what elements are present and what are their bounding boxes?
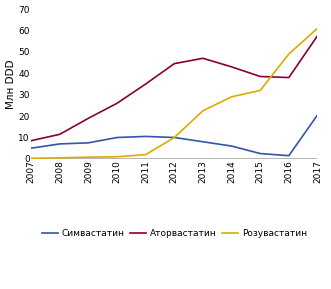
Y-axis label: Млн DDD: Млн DDD — [6, 59, 16, 109]
Legend: Симвастатин, Аторвастатин, Розувастатин: Симвастатин, Аторвастатин, Розувастатин — [38, 225, 310, 241]
